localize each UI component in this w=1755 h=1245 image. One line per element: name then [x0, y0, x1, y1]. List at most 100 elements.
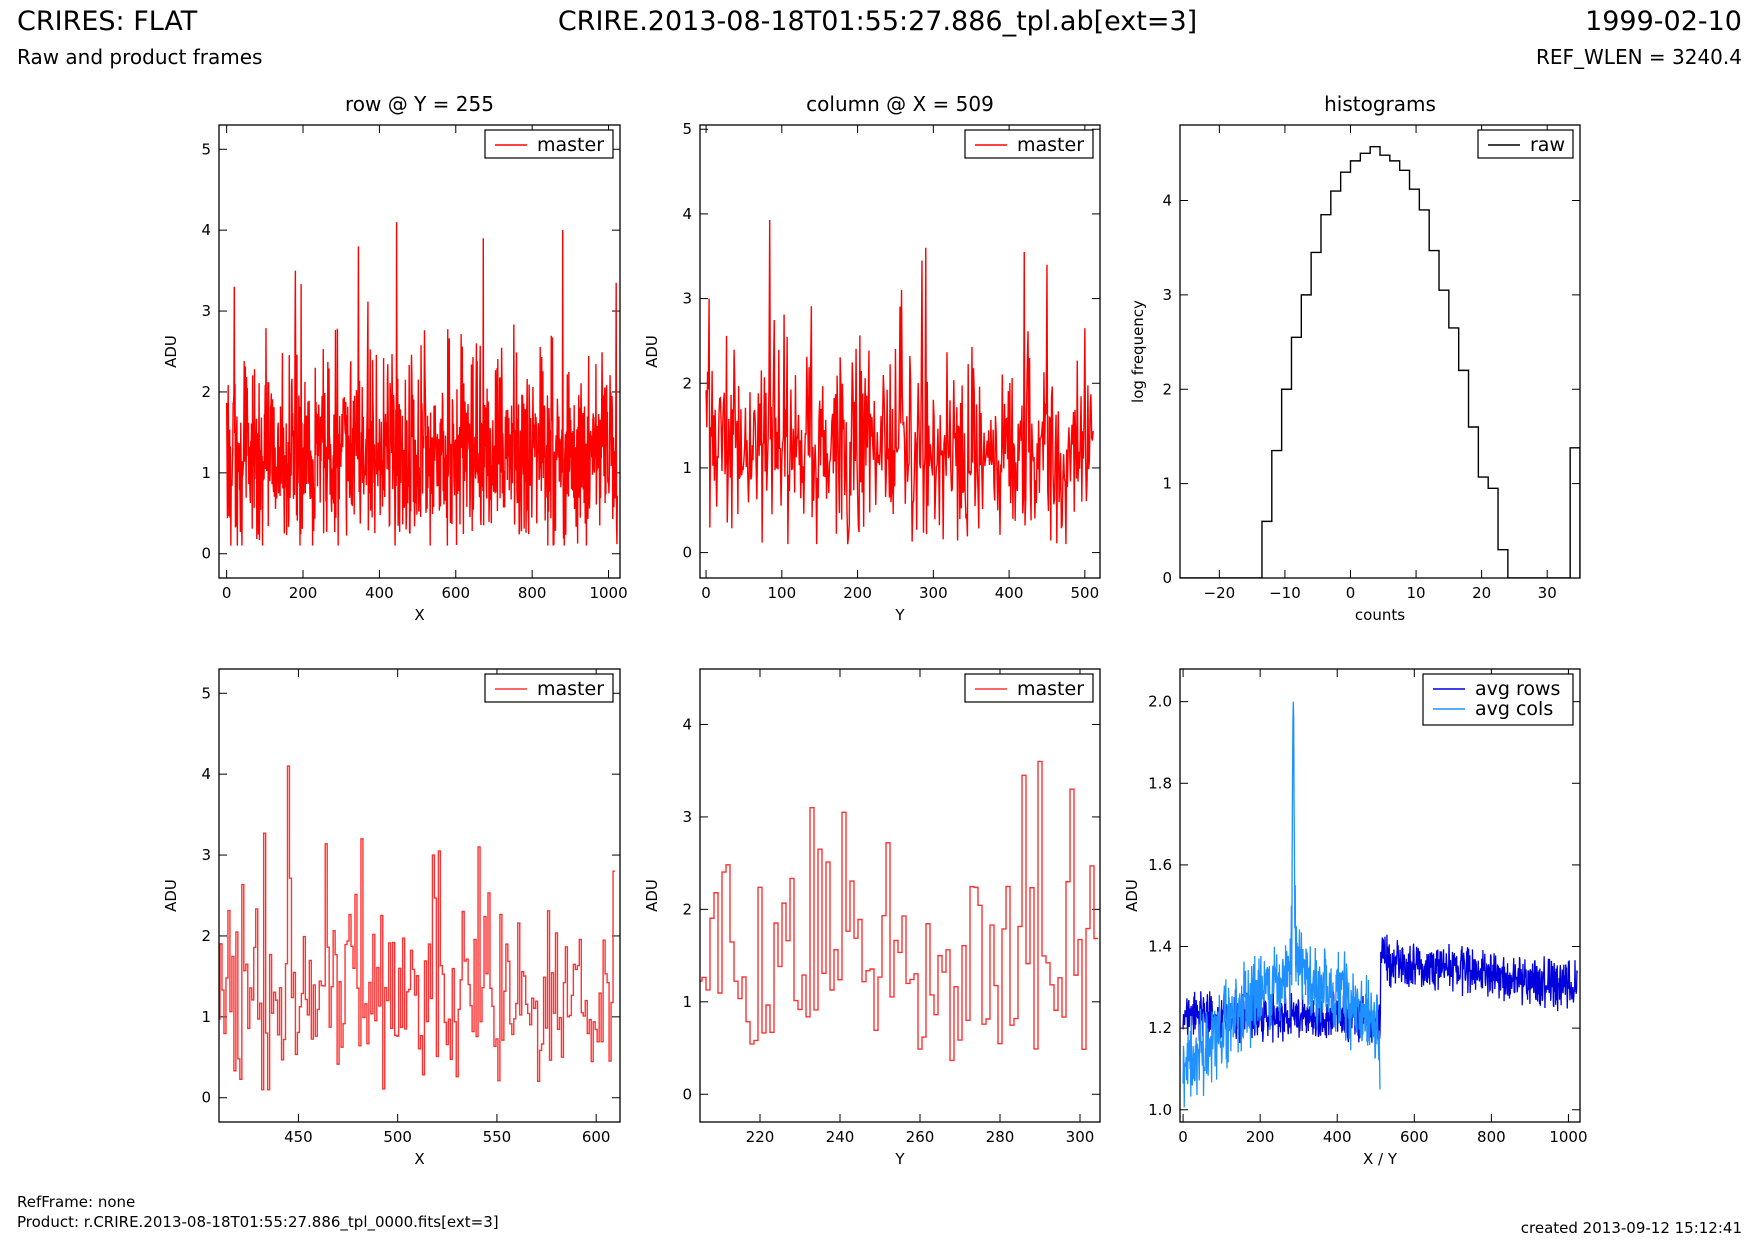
plot-area — [700, 760, 1098, 1062]
y-tick-label: 5 — [682, 120, 692, 138]
legend-label: raw — [1530, 134, 1565, 156]
plot-area — [225, 222, 619, 546]
x-tick-label: 0 — [701, 584, 711, 602]
y-tick-label: 1.4 — [1148, 938, 1172, 956]
panel-colzoom: Y ADU 220 240 260 280 300 0 1 2 3 4 master — [643, 668, 1101, 1168]
x-tick-label: 500 — [383, 1128, 412, 1146]
plot-area — [705, 219, 1094, 545]
y-tick-label: 3 — [201, 302, 211, 320]
x-tick-label: 1000 — [589, 584, 627, 602]
raw-file-name: CRIRE.2013-08-18T01:55:27.886_tpl.ab[ext… — [557, 6, 1198, 37]
y-tick-label: 5 — [201, 140, 211, 158]
y-tick-label: 2 — [682, 900, 692, 918]
x-tick-label: 300 — [919, 584, 948, 602]
x-axis-label: X / Y — [1363, 1150, 1398, 1168]
y-tick-label: 2 — [1162, 380, 1172, 398]
legend-box — [964, 673, 1094, 703]
x-tick-label: −10 — [1269, 584, 1301, 602]
y-tick-label: 1.6 — [1148, 856, 1172, 874]
x-axis-label: Y — [894, 1150, 905, 1168]
y-tick-label: 2 — [201, 927, 211, 945]
y-tick-label: 0 — [201, 545, 211, 563]
legend: master — [964, 673, 1094, 703]
reference-wavelength: REF_WLEN = 3240.4 — [1535, 45, 1742, 69]
x-axis-label: Y — [894, 606, 905, 624]
product-file-name: Product: r.CRIRE.2013-08-18T01:55:27.886… — [17, 1213, 499, 1231]
y-tick-label: 0 — [1162, 569, 1172, 587]
y-tick-label: 4 — [1162, 192, 1172, 210]
y-tick-label: 0 — [682, 1085, 692, 1103]
y-tick-label: 4 — [201, 765, 211, 783]
x-tick-label: 30 — [1538, 584, 1557, 602]
series-master — [219, 765, 616, 1091]
plot-area — [1180, 146, 1580, 578]
y-axis-label: log frequency — [1129, 300, 1147, 403]
y-tick-label: 0 — [201, 1089, 211, 1107]
panel-title: row @ Y = 255 — [345, 92, 494, 116]
axes-frame — [699, 668, 1101, 1123]
y-tick-label: 2 — [682, 374, 692, 392]
x-tick-label: 600 — [1400, 1128, 1429, 1146]
x-axis-label: X — [414, 1150, 424, 1168]
y-tick-label: 0 — [682, 544, 692, 562]
refframe-note: RefFrame: none — [17, 1193, 136, 1211]
y-tick-label: 1.8 — [1148, 774, 1172, 792]
x-tick-label: −20 — [1204, 584, 1236, 602]
y-tick-label: 4 — [201, 221, 211, 239]
y-tick-label: 1 — [682, 993, 692, 1011]
x-tick-label: 450 — [284, 1128, 313, 1146]
y-axis-label: ADU — [1123, 879, 1141, 912]
panel-row: row @ Y = 255 X ADU 0 200 400 600 800 1000 0 1 2 3 4 5… — [162, 92, 628, 624]
x-tick-label: 200 — [1246, 1128, 1275, 1146]
y-axis-label: ADU — [162, 879, 180, 912]
legend-label: master — [537, 678, 604, 700]
y-tick-label: 1.0 — [1148, 1101, 1172, 1119]
x-tick-label: 0 — [1346, 584, 1356, 602]
x-tick-label: 400 — [1323, 1128, 1352, 1146]
y-tick-label: 2 — [201, 383, 211, 401]
x-tick-label: 500 — [1071, 584, 1100, 602]
x-axis-label: counts — [1355, 606, 1405, 624]
observation-date: 1999-02-10 — [1585, 6, 1742, 37]
y-axis-label: ADU — [643, 335, 661, 368]
panel-rowzoom: X ADU 450 500 550 600 0 1 2 3 4 5 master — [162, 668, 621, 1168]
y-axis-label: ADU — [643, 879, 661, 912]
x-tick-label: 600 — [441, 584, 470, 602]
axes-frame — [218, 668, 621, 1123]
panel-title: histograms — [1324, 92, 1436, 116]
x-tick-label: 260 — [906, 1128, 935, 1146]
y-tick-label: 4 — [682, 715, 692, 733]
x-tick-label: 280 — [986, 1128, 1015, 1146]
series-master — [225, 222, 619, 546]
panel-col: column @ X = 509 Y ADU 0 100 200 300 400 500 0 1 2 3… — [643, 92, 1101, 624]
legend-box — [964, 129, 1094, 159]
y-tick-label: 5 — [201, 684, 211, 702]
x-tick-label: 400 — [995, 584, 1024, 602]
y-tick-label: 2.0 — [1148, 693, 1172, 711]
x-tick-label: 300 — [1066, 1128, 1095, 1146]
x-tick-label: 10 — [1407, 584, 1426, 602]
legend: raw — [1477, 129, 1574, 159]
y-tick-label: 1 — [682, 459, 692, 477]
y-tick-label: 1 — [201, 1008, 211, 1026]
legend-box — [484, 129, 614, 159]
axes-frame — [1179, 668, 1581, 1123]
series-avg-cols — [1182, 701, 1381, 1108]
report-subtitle: Raw and product frames — [17, 45, 263, 69]
axes-frame — [699, 124, 1101, 579]
legend-label: avg rows — [1475, 678, 1560, 700]
legend-box — [1422, 673, 1574, 726]
axes-frame — [1179, 124, 1581, 579]
y-axis-label: ADU — [162, 335, 180, 368]
legend: master — [964, 129, 1094, 159]
plot-area — [1182, 701, 1578, 1108]
x-tick-label: 550 — [483, 1128, 512, 1146]
x-tick-label: 220 — [746, 1128, 775, 1146]
y-tick-label: 3 — [682, 808, 692, 826]
legend-box — [1477, 129, 1574, 159]
x-tick-label: 800 — [1477, 1128, 1506, 1146]
x-tick-label: 200 — [289, 584, 318, 602]
y-tick-label: 1.2 — [1148, 1019, 1172, 1037]
